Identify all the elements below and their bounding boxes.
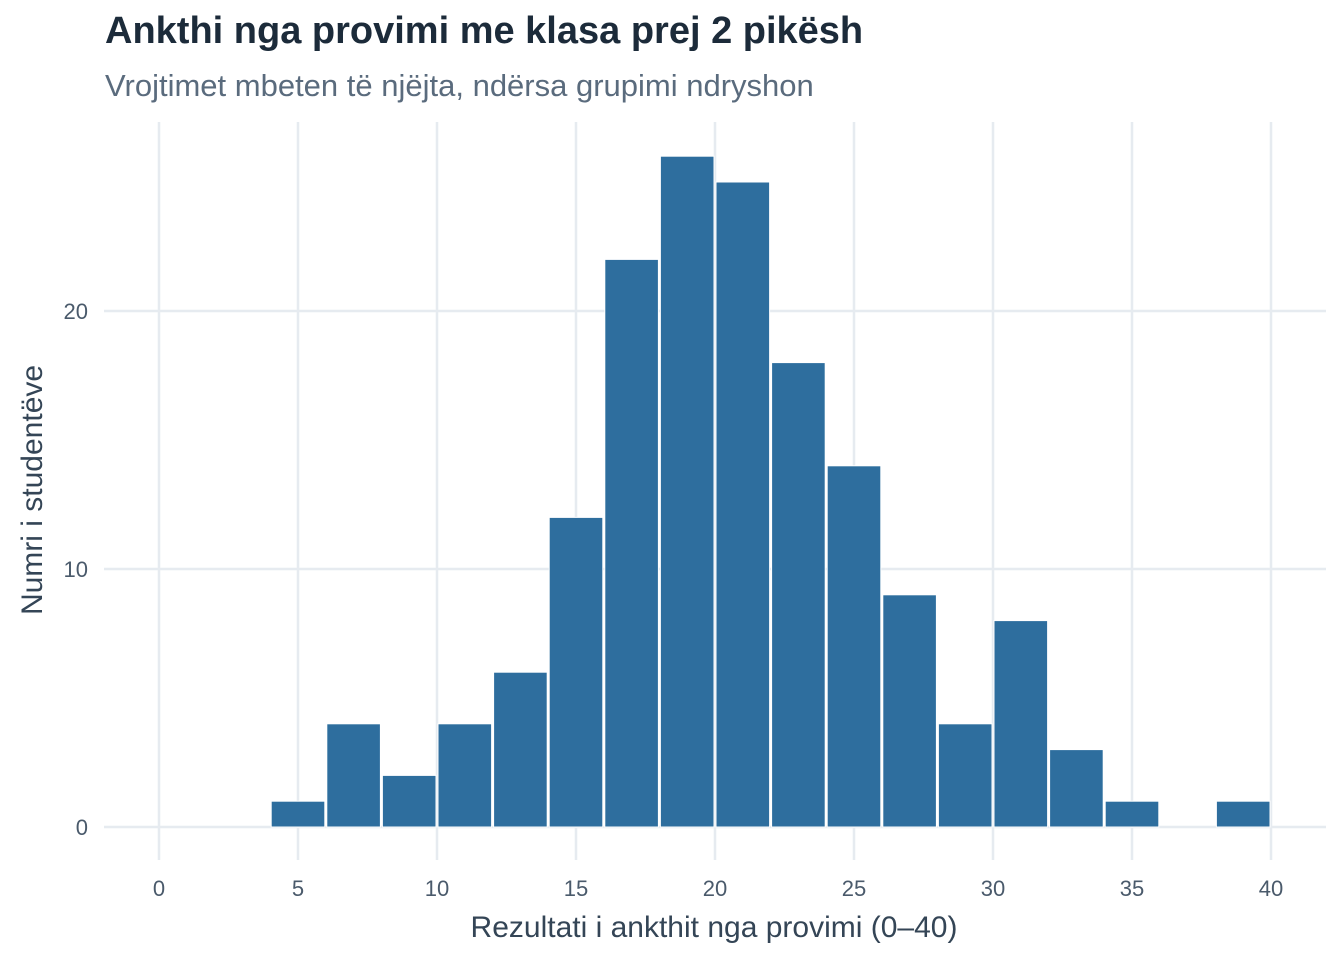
x-tick-label-25: 25 — [842, 876, 866, 901]
y-axis-ticks: 0 10 20 — [64, 299, 88, 840]
x-tick-label-30: 30 — [981, 876, 1005, 901]
x-tick-label-40: 40 — [1259, 876, 1283, 901]
x-tick-label-15: 15 — [564, 876, 588, 901]
histogram-bar-6-8 — [326, 723, 381, 828]
histogram-bar-26-28 — [882, 594, 937, 828]
histogram-bar-10-12 — [437, 723, 493, 828]
y-tick-label-0: 0 — [76, 815, 88, 840]
grid-lines — [104, 122, 1326, 860]
histogram-bar-28-30 — [937, 723, 993, 828]
histogram-bar-12-14 — [493, 671, 548, 828]
histogram-bar-18-20 — [659, 155, 715, 828]
x-axis-ticks: 0 5 10 15 20 25 30 35 40 — [153, 876, 1283, 901]
histogram-bar-34-36 — [1104, 800, 1160, 828]
histogram-bar-4-6 — [270, 800, 326, 828]
x-tick-label-10: 10 — [425, 876, 449, 901]
x-axis-label: Rezultati i ankthit nga provimi (0–40) — [471, 911, 958, 944]
histogram-bar-24-26 — [826, 465, 882, 828]
histogram-bars — [270, 155, 1271, 828]
histogram-bar-8-10 — [381, 774, 437, 828]
histogram-bar-22-24 — [771, 362, 826, 828]
x-tick-label-20: 20 — [703, 876, 727, 901]
y-tick-label-10: 10 — [64, 557, 88, 582]
x-tick-label-0: 0 — [153, 876, 165, 901]
histogram-bar-30-32 — [993, 620, 1049, 828]
x-tick-label-35: 35 — [1120, 876, 1144, 901]
histogram-bar-14-16 — [548, 516, 604, 828]
x-tick-label-5: 5 — [292, 876, 304, 901]
chart-title: Ankthi nga provimi me klasa prej 2 pikës… — [105, 10, 864, 52]
y-tick-label-20: 20 — [64, 299, 88, 324]
histogram-bar-16-18 — [604, 258, 659, 828]
histogram-bar-32-34 — [1049, 749, 1104, 828]
histogram-bar-20-22 — [715, 181, 771, 828]
histogram-bar-38-40 — [1215, 800, 1271, 828]
chart-subtitle: Vrojtimet mbeten të njëjta, ndërsa grupi… — [105, 68, 814, 103]
y-axis-label: Numri i studentëve — [16, 365, 49, 615]
